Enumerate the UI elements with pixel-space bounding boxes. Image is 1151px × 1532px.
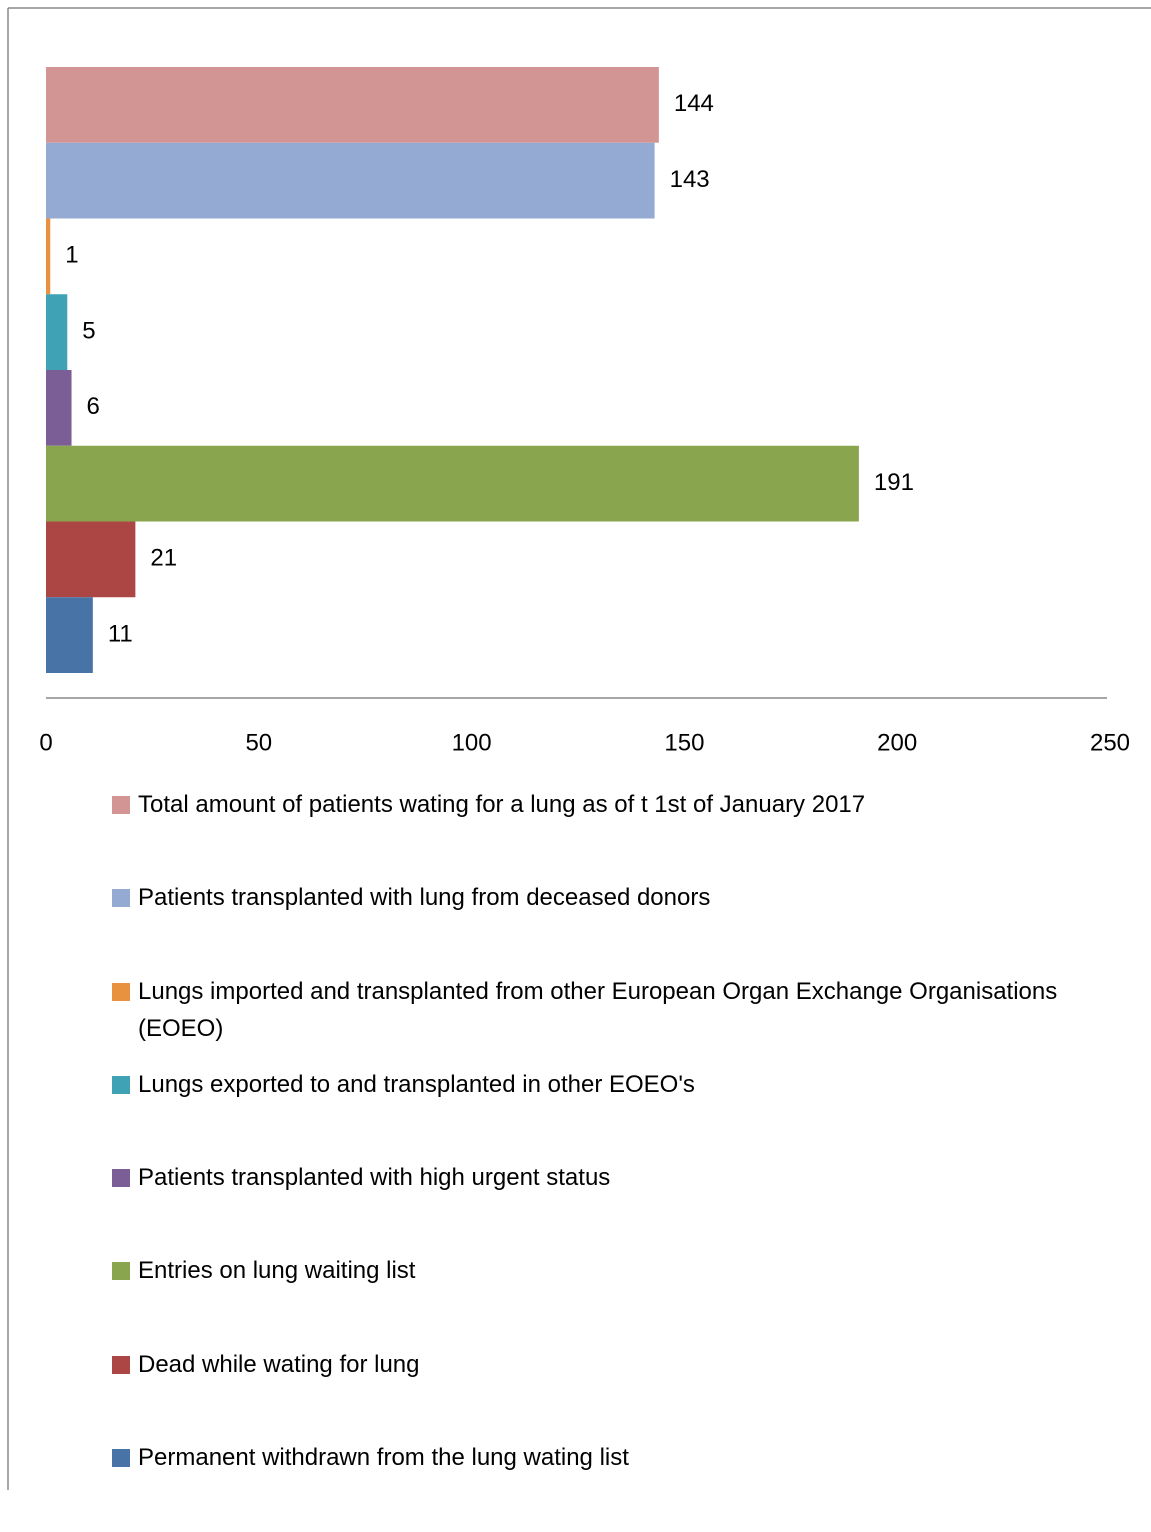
data-label: 191 [874, 469, 914, 496]
bar [46, 370, 72, 446]
legend-swatch [112, 1355, 130, 1374]
legend-item: Patients transplanted with lung from dec… [112, 879, 1082, 972]
legend-swatch [112, 796, 130, 814]
x-tick-label: 0 [39, 729, 52, 756]
bar [46, 294, 68, 370]
legend-swatch [112, 982, 130, 1001]
bar [46, 597, 93, 673]
x-tick-label: 200 [877, 729, 917, 756]
legend-label: Entries on lung waiting list [138, 1257, 416, 1285]
legend-label: Dead while wating for lung [138, 1350, 420, 1378]
legend-item: Lungs imported and transplanted from oth… [112, 973, 1082, 1066]
bar [46, 445, 859, 522]
legend-swatch [112, 1075, 130, 1094]
legend-item: Total amount of patients wating for a lu… [112, 786, 1082, 879]
data-label: 143 [670, 166, 710, 193]
legend-label: Lungs imported and transplanted from oth… [138, 977, 1058, 1042]
legend-label: Total amount of patients wating for a lu… [138, 791, 866, 818]
data-label: 144 [674, 90, 714, 117]
legend-item: Entries on lung waiting list [112, 1252, 1082, 1345]
data-label: 11 [108, 620, 133, 647]
x-tick-label: 50 [245, 729, 272, 756]
legend-swatch [112, 889, 130, 908]
x-tick-label: 250 [1090, 729, 1130, 756]
legend-item: Lungs exported to and transplanted in ot… [112, 1066, 1082, 1159]
data-label: 5 [82, 317, 95, 344]
legend-label: Patients transplanted with high urgent s… [138, 1164, 611, 1192]
legend-swatch [112, 1169, 130, 1188]
bar [46, 142, 655, 219]
x-tick-label: 150 [664, 729, 704, 756]
legend-label: Lungs exported to and transplanted in ot… [138, 1070, 695, 1098]
data-label: 21 [150, 545, 177, 572]
bar [46, 521, 136, 598]
legend-swatch [112, 1449, 130, 1468]
legend: Total amount of patients wating for a lu… [112, 786, 1082, 1532]
legend-label: Patients transplanted with lung from dec… [138, 884, 711, 912]
data-label: 6 [87, 393, 100, 420]
legend-item: Dead while wating for lung [112, 1346, 1082, 1439]
legend-item: Permanent withdrawn from the lung wating… [112, 1439, 1082, 1532]
bar [46, 218, 51, 295]
page: 0 50 100 150 200 250 144 143 1 5 6 191 21 11 Total am… [7, 7, 1151, 1490]
legend-swatch [112, 1262, 130, 1281]
legend-label: Permanent withdrawn from the lung wating… [138, 1444, 629, 1472]
chart: 0 50 100 150 200 250 144 143 1 5 6 191 21 11 [7, 7, 1151, 1490]
legend-item: Patients transplanted with high urgent s… [112, 1159, 1082, 1252]
bar [46, 67, 659, 143]
x-tick-label: 100 [452, 729, 492, 756]
data-label: 1 [65, 242, 78, 269]
